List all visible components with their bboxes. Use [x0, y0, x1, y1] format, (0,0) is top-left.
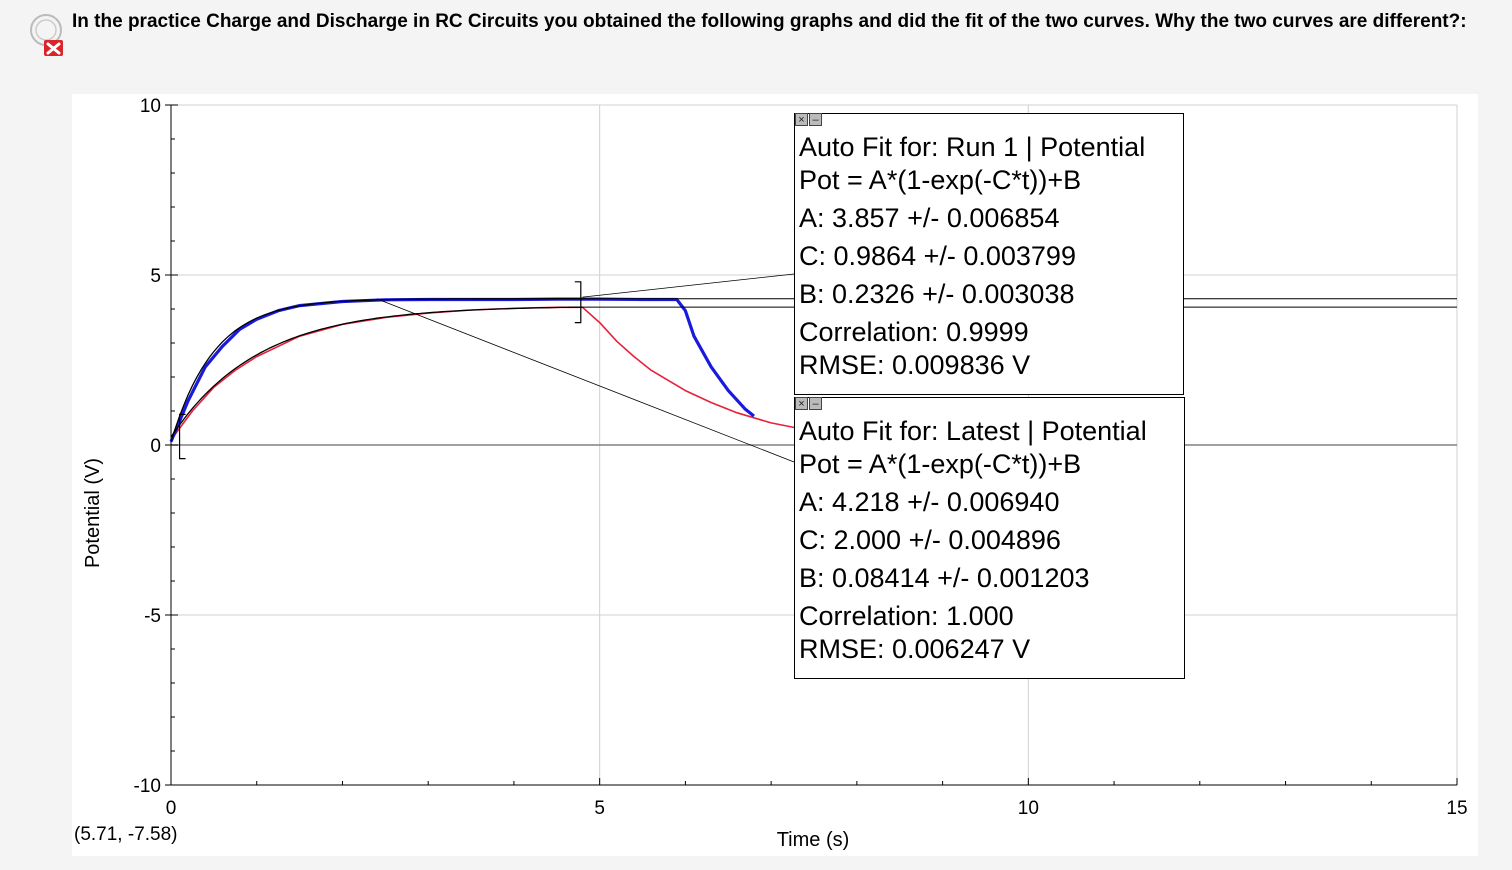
fit-correlation: Correlation: 0.9999 — [799, 317, 1029, 347]
x-tick-label: 0 — [166, 798, 177, 819]
auto-fit-box-run1[interactable]: × – Auto Fit for: Run 1 | Potential Pot =… — [794, 113, 1184, 395]
y-tick-label: 10 — [140, 96, 161, 117]
minimize-icon[interactable]: – — [809, 113, 822, 126]
y-tick-label: -10 — [134, 776, 161, 797]
fit-range-end-bracket — [574, 281, 582, 324]
fit-title: Auto Fit for: Run 1 | Potential — [799, 132, 1146, 162]
fit-param-b: B: 0.08414 +/- 0.001203 — [799, 563, 1090, 593]
fit-box-controls[interactable]: × – — [795, 98, 825, 126]
fit-box-controls[interactable]: × – — [795, 382, 825, 410]
fit-equation: Pot = A*(1-exp(-C*t))+B — [799, 449, 1082, 479]
auto-fit-box-latest[interactable]: × – Auto Fit for: Latest | Potential Pot … — [794, 397, 1185, 679]
series-run1-line — [170, 306, 798, 441]
y-axis-label: Potential (V) — [82, 458, 104, 568]
cursor-coordinate-readout: (5.71, -7.58) — [74, 824, 178, 845]
fit-param-c: C: 0.9864 +/- 0.003799 — [799, 241, 1076, 271]
potential-vs-time-chart[interactable]: 0 5 10 15 -10 -5 0 5 10 Time (s) Potential (V) — [72, 94, 1478, 856]
series-latest-line — [169, 297, 755, 443]
fit-leader-line-1 — [582, 273, 795, 298]
fit-curve-2 — [170, 298, 583, 443]
fit-param-c: C: 2.000 +/- 0.004896 — [799, 525, 1061, 555]
question-status-icon — [30, 14, 63, 56]
fit-leader-line-2 — [376, 298, 795, 463]
x-tick-label: 10 — [1018, 798, 1039, 819]
fit-param-a: A: 3.857 +/- 0.006854 — [799, 203, 1060, 233]
x-tick-label: 5 — [594, 798, 605, 819]
fit-param-b: B: 0.2326 +/- 0.003038 — [799, 279, 1075, 309]
y-tick-label: -5 — [144, 606, 161, 627]
y-tick-label: 0 — [150, 436, 161, 457]
fit-rmse: RMSE: 0.006247 V — [799, 634, 1031, 664]
fit-correlation: Correlation: 1.000 — [799, 601, 1014, 631]
fit-curve-1 — [170, 306, 583, 438]
fit-rmse: RMSE: 0.009836 V — [799, 350, 1031, 380]
question-block: In the practice Charge and Discharge in … — [22, 8, 1502, 58]
x-axis-label: Time (s) — [777, 829, 850, 851]
fit-range-start-bracket — [178, 413, 186, 460]
x-tick-label: 15 — [1446, 798, 1467, 819]
y-tick-label: 5 — [150, 266, 161, 287]
graph-panel[interactable]: 0 5 10 15 -10 -5 0 5 10 Time (s) Potential (V) — [72, 94, 1478, 856]
fit-param-a: A: 4.218 +/- 0.006940 — [799, 487, 1060, 517]
fit-equation: Pot = A*(1-exp(-C*t))+B — [799, 165, 1082, 195]
minimize-icon[interactable]: – — [809, 397, 822, 410]
close-icon[interactable]: × — [795, 397, 808, 410]
close-icon[interactable]: × — [795, 113, 808, 126]
fit-title: Auto Fit for: Latest | Potential — [799, 416, 1147, 446]
question-text: In the practice Charge and Discharge in … — [72, 11, 1467, 32]
